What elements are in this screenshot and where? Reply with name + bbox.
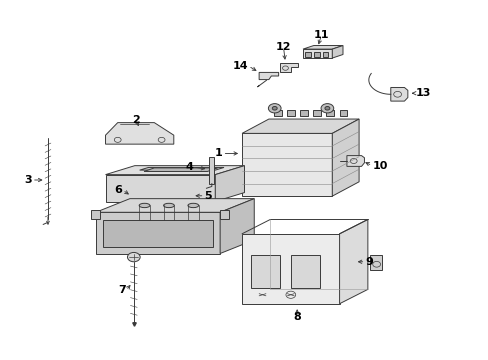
Bar	[313, 110, 321, 116]
Text: 2: 2	[132, 115, 140, 125]
Polygon shape	[96, 199, 254, 212]
Ellipse shape	[163, 203, 174, 208]
Polygon shape	[390, 87, 407, 101]
Bar	[326, 110, 333, 116]
Text: 12: 12	[275, 42, 291, 52]
Circle shape	[321, 104, 333, 113]
Ellipse shape	[139, 203, 150, 208]
Polygon shape	[303, 45, 342, 49]
Polygon shape	[242, 119, 358, 134]
Polygon shape	[303, 49, 331, 58]
Circle shape	[268, 104, 281, 113]
Text: 6: 6	[115, 185, 122, 195]
Polygon shape	[331, 45, 342, 58]
Bar	[286, 110, 294, 116]
Circle shape	[127, 252, 140, 262]
Polygon shape	[279, 63, 298, 72]
Polygon shape	[242, 234, 339, 304]
Polygon shape	[259, 72, 278, 80]
Polygon shape	[215, 166, 244, 202]
Circle shape	[272, 107, 277, 110]
Polygon shape	[331, 119, 358, 196]
Text: 7: 7	[118, 285, 126, 296]
Bar	[91, 211, 100, 220]
Text: 8: 8	[293, 312, 301, 322]
Bar	[313, 51, 319, 57]
Text: 3: 3	[24, 175, 32, 185]
Bar	[209, 157, 214, 184]
Text: 9: 9	[365, 257, 372, 267]
Polygon shape	[220, 199, 254, 253]
Bar	[103, 220, 212, 247]
Text: 11: 11	[313, 30, 328, 40]
Ellipse shape	[187, 203, 198, 208]
Bar	[273, 110, 281, 116]
Text: 4: 4	[185, 162, 193, 172]
Bar	[300, 110, 307, 116]
Text: 14: 14	[232, 61, 248, 71]
Text: 13: 13	[415, 88, 430, 98]
Bar	[290, 255, 320, 288]
Bar	[322, 51, 328, 57]
Polygon shape	[346, 156, 364, 166]
Polygon shape	[105, 166, 244, 175]
Text: 5: 5	[204, 191, 212, 201]
Polygon shape	[144, 168, 217, 171]
Bar	[339, 110, 346, 116]
Polygon shape	[105, 123, 173, 144]
Bar	[220, 211, 228, 220]
Polygon shape	[242, 134, 331, 196]
Bar	[305, 51, 310, 57]
Text: 10: 10	[371, 161, 387, 171]
Text: 1: 1	[214, 148, 222, 158]
Bar	[369, 255, 382, 270]
Polygon shape	[96, 212, 220, 253]
Polygon shape	[140, 167, 224, 170]
Bar	[250, 255, 280, 288]
Circle shape	[325, 107, 329, 110]
Polygon shape	[339, 220, 367, 304]
Polygon shape	[105, 175, 215, 202]
